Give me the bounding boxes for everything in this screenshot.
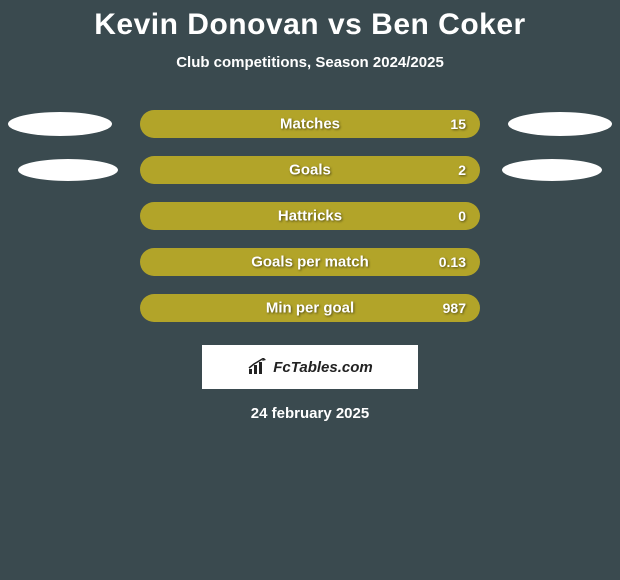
stat-value: 15 <box>450 116 466 132</box>
stat-bar: Min per goal 987 <box>140 294 480 322</box>
stat-label: Min per goal <box>266 300 354 317</box>
stat-bar: Matches 15 <box>140 110 480 138</box>
ellipse-left <box>8 112 112 136</box>
stat-row: Hattricks 0 <box>0 193 620 239</box>
page-title: Kevin Donovan vs Ben Coker <box>0 8 620 42</box>
stat-value: 0 <box>458 208 466 224</box>
stat-bar: Goals per match 0.13 <box>140 248 480 276</box>
stat-bar: Hattricks 0 <box>140 202 480 230</box>
stat-row: Goals per match 0.13 <box>0 239 620 285</box>
stat-row: Matches 15 <box>0 101 620 147</box>
stat-value: 987 <box>443 300 466 316</box>
subtitle: Club competitions, Season 2024/2025 <box>0 54 620 71</box>
stat-label: Matches <box>280 116 340 133</box>
stat-row: Goals 2 <box>0 147 620 193</box>
stat-value: 2 <box>458 162 466 178</box>
stats-area: Matches 15 Goals 2 Hattricks 0 Goals per match… <box>0 101 620 331</box>
stat-value: 0.13 <box>439 254 466 270</box>
stat-label: Goals <box>289 162 331 179</box>
stat-label: Goals per match <box>251 254 369 271</box>
ellipse-left <box>18 159 118 181</box>
ellipse-right <box>502 159 602 181</box>
stat-label: Hattricks <box>278 208 342 225</box>
stat-bar: Goals 2 <box>140 156 480 184</box>
source-badge[interactable]: FcTables.com <box>202 345 418 389</box>
date-text: 24 february 2025 <box>0 405 620 422</box>
chart-icon <box>247 358 269 376</box>
ellipse-right <box>508 112 612 136</box>
stat-row: Min per goal 987 <box>0 285 620 331</box>
badge-text: FcTables.com <box>273 359 372 376</box>
